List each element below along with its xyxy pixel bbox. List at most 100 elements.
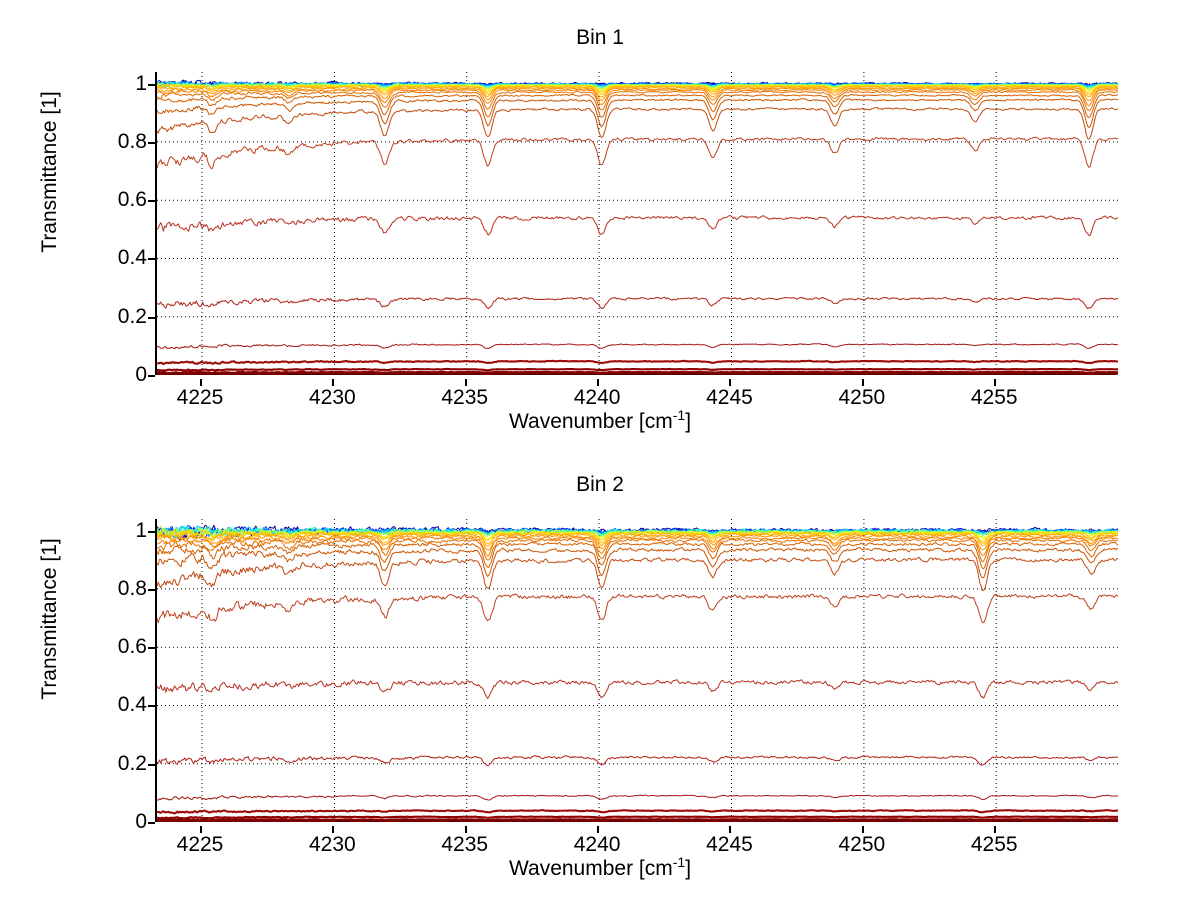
y-tick-mark <box>148 822 155 824</box>
spectrum-curve <box>157 84 1118 95</box>
y-tick-mark <box>148 530 155 533</box>
subplot-title-bin-1: Bin 1 <box>576 26 624 49</box>
x-axis-label-exponent: -1 <box>672 407 686 423</box>
x-tick-mark <box>332 826 335 833</box>
plot-area-bin-2 <box>155 519 1118 822</box>
y-tick-mark <box>148 375 155 377</box>
x-axis-label-bin-2: Wavenumber [cm-1] <box>0 854 1200 882</box>
x-tick-mark <box>994 826 997 833</box>
y-axis-ticks-bin-2: 1 0.8 0.6 0.4 0.2 0 <box>95 518 155 832</box>
x-tick-label: 4250 <box>838 833 886 856</box>
spectrum-curve <box>157 87 1118 102</box>
y-tick-mark <box>148 588 155 591</box>
x-tick-label: 4235 <box>441 386 489 409</box>
y-tick-label: 0.4 <box>117 693 147 717</box>
y-tick-mark <box>148 763 155 766</box>
y-tick-label: 0.2 <box>117 304 147 328</box>
y-tick-label: 0 <box>135 363 147 386</box>
spectrum-curve <box>157 819 1118 822</box>
x-tick-label: 4225 <box>176 386 224 409</box>
x-axis-label-text: Wavenumber [cm <box>508 410 673 433</box>
plot-area-bin-1 <box>155 72 1118 375</box>
x-tick-label: 4255 <box>970 833 1018 856</box>
subplot-bin-1: Bin 1 1 0.8 0.6 0.4 0.2 0 4225 4230 4235 4240 424… <box>0 26 1200 435</box>
spectrum-curve <box>157 98 1118 128</box>
spectrum-curve <box>157 541 1118 570</box>
y-tick-label: 0.8 <box>117 129 147 153</box>
x-axis-ticks-bin-1: 4225 4230 4235 4240 4245 4250 4255 <box>155 378 1116 409</box>
spectrum-curve <box>157 679 1118 699</box>
x-tick-mark <box>861 379 864 386</box>
x-tick-mark <box>464 379 467 386</box>
y-tick-mark <box>148 83 155 86</box>
x-tick-mark <box>597 826 600 833</box>
y-tick-mark <box>148 200 155 203</box>
x-tick-label: 4235 <box>441 833 489 856</box>
x-tick-label: 4225 <box>176 833 224 856</box>
x-tick-label: 4230 <box>309 386 356 409</box>
spectrum-curve <box>157 88 1118 107</box>
y-tick-label: 0.6 <box>117 188 147 212</box>
spectrum-curve <box>157 536 1118 557</box>
spectrum-curve <box>157 367 1118 372</box>
y-tick-mark <box>148 316 155 319</box>
x-tick-label: 4230 <box>309 833 356 856</box>
spectra-canvas-bin-1 <box>157 72 1118 375</box>
x-tick-mark <box>464 826 467 833</box>
x-tick-mark <box>597 379 600 386</box>
y-tick-mark <box>148 258 155 261</box>
y-tick-label: 0.8 <box>117 576 147 600</box>
y-tick-label: 1 <box>135 518 147 542</box>
spectrum-curve <box>157 538 1118 563</box>
y-tick-label: 0.6 <box>117 635 147 659</box>
x-tick-mark <box>994 379 997 386</box>
x-tick-mark <box>200 826 202 833</box>
spectrum-curve <box>157 106 1118 140</box>
x-tick-label: 4240 <box>573 833 621 856</box>
spectra-canvas-bin-2 <box>157 519 1118 822</box>
y-tick-mark <box>148 647 155 650</box>
y-axis-ticks-bin-1: 1 0.8 0.6 0.4 0.2 0 <box>95 71 155 385</box>
y-tick-mark <box>148 141 155 144</box>
spectrum-curve <box>157 85 1118 98</box>
x-tick-label: 4245 <box>706 833 753 856</box>
x-tick-mark <box>861 826 864 833</box>
y-axis-label-bin-1: Transmittance [1] <box>38 91 61 253</box>
y-tick-mark <box>148 705 155 708</box>
spectrum-curve <box>157 593 1118 624</box>
spectrum-curve <box>157 359 1118 366</box>
x-tick-label: 4245 <box>706 386 753 409</box>
subplot-bin-2: Bin 2 1 0.8 0.6 0.4 0.2 0 4225 4230 4235 4240 424… <box>0 447 1200 901</box>
spectrum-curve <box>157 343 1118 350</box>
spectrum-curve <box>157 818 1118 822</box>
spectrum-curve <box>157 794 1118 801</box>
x-tick-mark <box>729 379 732 386</box>
x-tick-label: 4250 <box>838 386 886 409</box>
spectrum-curve <box>157 215 1118 236</box>
y-tick-label: 1 <box>135 71 147 95</box>
x-tick-label: 4255 <box>970 386 1018 409</box>
x-tick-mark <box>332 379 335 386</box>
x-tick-label: 4240 <box>573 386 621 409</box>
spectrum-curve <box>157 90 1118 111</box>
spectrum-curve <box>157 93 1118 119</box>
x-axis-label-bin-1: Wavenumber [cm-1] <box>0 407 1200 435</box>
x-axis-ticks-bin-2: 4225 4230 4235 4240 4245 4250 4255 <box>155 825 1116 856</box>
spectrum-curve <box>157 136 1118 170</box>
spectrum-curve <box>157 815 1118 820</box>
x-axis-label-text: Wavenumber [cm <box>508 857 673 880</box>
x-axis-label-bracket: ] <box>685 857 692 880</box>
subplot-title-bin-2: Bin 2 <box>576 473 624 496</box>
x-axis-label-exponent: -1 <box>672 854 686 870</box>
spectrum-curve <box>157 809 1118 815</box>
spectrum-curve <box>157 372 1118 375</box>
y-axis-label-bin-2: Transmittance [1] <box>38 538 61 700</box>
x-tick-mark <box>729 826 732 833</box>
x-tick-mark <box>200 379 202 386</box>
x-axis-label-bracket: ] <box>685 410 692 433</box>
y-tick-label: 0.4 <box>117 246 147 270</box>
y-tick-label: 0 <box>135 810 147 833</box>
spectrum-curve <box>157 296 1118 309</box>
spectrum-curve <box>157 556 1118 592</box>
